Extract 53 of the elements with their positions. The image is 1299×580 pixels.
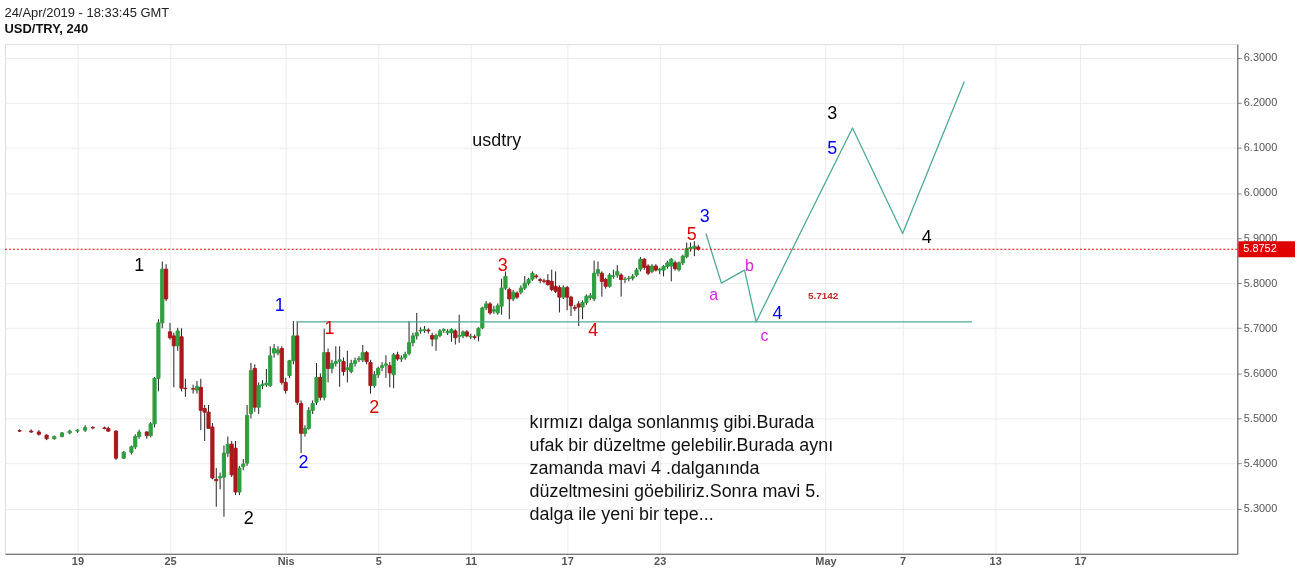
annotation: 3 <box>827 102 838 123</box>
x-tick-label: 11 <box>465 555 478 568</box>
y-tick-label: 5.9000 <box>1243 231 1278 244</box>
ref-line-label: 5.8752 <box>1243 242 1277 255</box>
y-tick-label: 5.4000 <box>1243 457 1278 470</box>
y-tick-label: 5.7000 <box>1243 321 1278 334</box>
chart-title: 24/Apr/2019 - 18:33:45 GMT <box>4 5 170 21</box>
candlestick <box>191 384 196 395</box>
annotation: 1 <box>274 294 285 315</box>
x-tick-label: 25 <box>164 555 177 568</box>
annotation: 5 <box>686 224 697 245</box>
candlestick <box>318 372 323 401</box>
annotation: 3 <box>497 255 508 276</box>
annotation: 5.7142 <box>807 289 839 301</box>
candlestick <box>549 269 554 292</box>
annotation: b <box>745 257 755 275</box>
y-tick-label: 6.2000 <box>1243 96 1278 109</box>
x-tick-label: 17 <box>561 555 574 568</box>
annotation: 2 <box>298 452 309 473</box>
x-tick-label: 17 <box>1074 555 1087 568</box>
annotation: c <box>760 326 769 344</box>
annotation: 4 <box>921 227 932 248</box>
y-tick-label: 5.3000 <box>1243 502 1278 515</box>
y-tick-label: 5.5000 <box>1243 411 1278 424</box>
x-tick-label: 19 <box>71 555 85 568</box>
candlestick <box>565 285 570 311</box>
x-tick-label: 23 <box>654 555 667 568</box>
candlestick <box>337 345 342 388</box>
annotation: 1 <box>324 317 335 338</box>
candlestick <box>576 300 581 327</box>
x-tick-label: Nis <box>277 555 295 568</box>
annotation: 3 <box>699 206 710 227</box>
annotation: 4 <box>772 302 783 323</box>
annotation: a <box>709 285 719 303</box>
y-tick-label: 5.6000 <box>1243 366 1278 379</box>
x-tick-label: May <box>815 555 838 568</box>
annotation: 2 <box>243 507 254 528</box>
chart-subtitle: USD/TRY, 240 <box>4 21 89 37</box>
y-tick-label: 6.1000 <box>1243 141 1278 154</box>
annotation: kırmızı dalga sonlanmış gibi.Burada ufak bir düzeltme gelebilir.Burada aynı zamanda mavi 4 .dalganında düzeltmesini göebiliriz.Sonra mavi 5. dalga ile yeni bir tepe... <box>529 412 834 524</box>
x-tick-label: 7 <box>900 555 907 568</box>
candlestick <box>325 348 331 383</box>
x-tick-label: 5 <box>375 555 382 568</box>
candlestick <box>491 305 496 315</box>
annotation: 5 <box>827 137 838 158</box>
annotation: 2 <box>369 397 380 418</box>
y-tick-label: 5.8000 <box>1243 276 1278 289</box>
y-tick-label: 6.3000 <box>1243 51 1278 64</box>
annotation: 1 <box>134 255 145 276</box>
x-tick-label: 13 <box>989 555 1002 568</box>
annotation: usdtry <box>472 129 522 150</box>
annotation: 4 <box>588 319 599 340</box>
y-tick-label: 6.0000 <box>1243 186 1278 199</box>
